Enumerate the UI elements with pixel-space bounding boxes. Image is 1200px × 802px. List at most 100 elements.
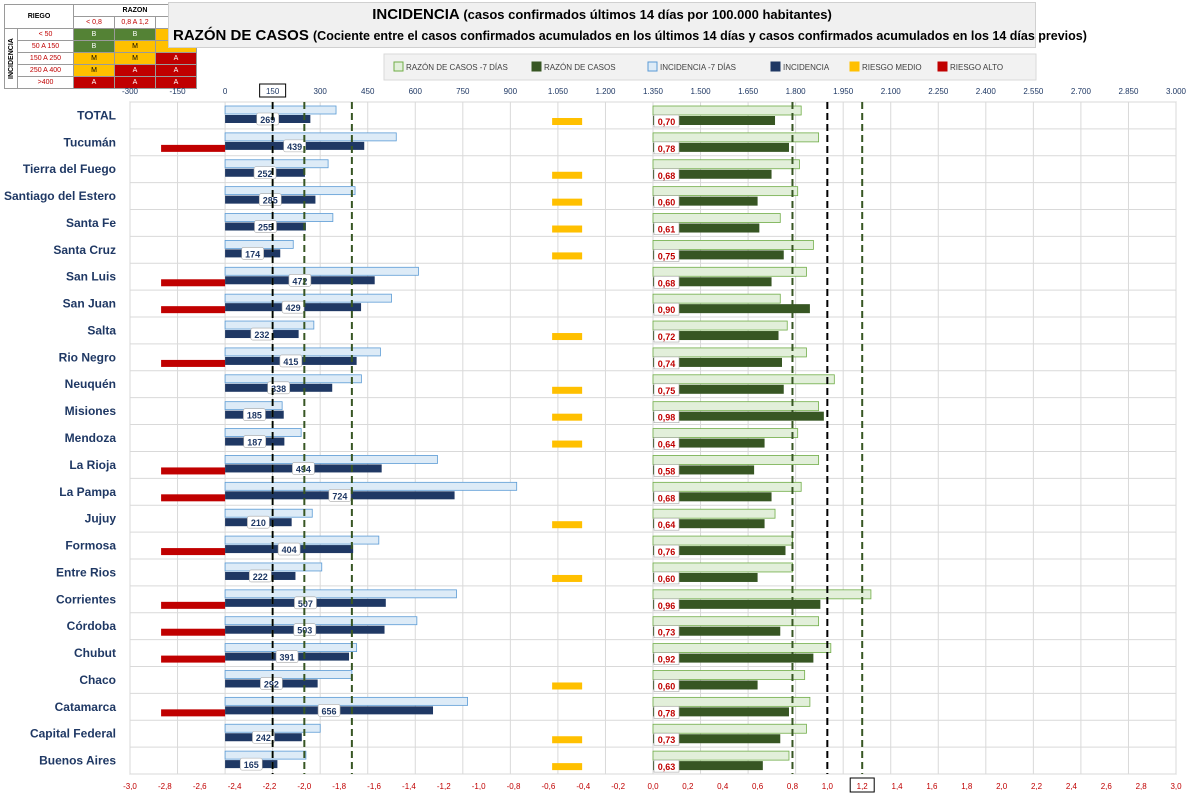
- razon-value-box: [653, 222, 680, 235]
- incidencia-value-box: [328, 489, 352, 502]
- title-razon: RAZÓN DE CASOS (Cociente entre el casos …: [173, 27, 1087, 44]
- legend-swatch: [770, 61, 781, 72]
- riesgo-medio-bar: [552, 333, 583, 341]
- razon-7-bar: [652, 159, 800, 170]
- razon-bar: [653, 707, 789, 717]
- bottom-axis-tick-label: 2,2: [1031, 782, 1043, 791]
- razon-value-label: 0,92: [658, 655, 676, 665]
- incidencia-value-label: 507: [298, 599, 313, 609]
- razon-value-label: 0,64: [658, 440, 676, 450]
- incidencia-value-box: [294, 596, 317, 610]
- risk-cell: B: [73, 40, 115, 53]
- top-axis-tick-label: 600: [409, 87, 423, 96]
- razon-value-box: [653, 437, 680, 450]
- top-axis-tick-label: 2.400: [976, 87, 997, 96]
- razon-value-box: [653, 168, 680, 182]
- incidencia-value-box: [253, 166, 277, 180]
- razon-value-label: 0,75: [658, 386, 676, 396]
- riesgo-alto-bar: [161, 467, 226, 475]
- razon-bar: [653, 304, 810, 314]
- category-label: La Rioja: [69, 458, 116, 472]
- legend-box: [383, 53, 1037, 81]
- top-axis-tick-label: 900: [504, 87, 518, 96]
- category-label: Misiones: [65, 404, 117, 418]
- razon-7-bar: [652, 239, 814, 250]
- razon-value-label: 0,63: [658, 762, 676, 772]
- top-axis-tick-label: 0: [223, 87, 228, 96]
- razon-7-bar: [652, 723, 807, 734]
- incidencia-value-label: 255: [258, 223, 273, 233]
- razon-bar: [653, 438, 765, 448]
- riesgo-alto-bar: [161, 494, 226, 502]
- razon-value-label: 0,70: [658, 117, 676, 127]
- category-label: Formosa: [65, 539, 116, 553]
- legend-label: RIESGO ALTO: [950, 63, 1003, 72]
- category-label: Salta: [87, 323, 116, 337]
- legend-swatch: [531, 61, 542, 72]
- risk-matrix-table: RIEGO RAZON < 0,8 0,8 A 1,2 > 1,2 INCIDE…: [4, 4, 197, 89]
- riesgo-alto-bar: [161, 144, 226, 152]
- riesgo-medio-bar: [552, 682, 583, 690]
- razon-bar: [653, 572, 758, 582]
- bottom-axis-tick-label: 1,6: [926, 782, 938, 791]
- riesgo-medio-bar: [552, 118, 583, 125]
- incidencia-value-label: 165: [244, 760, 259, 770]
- razon-bar: [653, 465, 755, 475]
- incidencia-value-box: [254, 220, 277, 233]
- bottom-axis-tick-label: 2,8: [1136, 782, 1148, 791]
- bottom-axis-tick-label: 0,4: [717, 782, 729, 791]
- incidencia-7-bar: [224, 696, 468, 706]
- razon-bar: [653, 411, 824, 421]
- razon-7-bar: [652, 374, 835, 385]
- incidencia-value-label: 174: [245, 249, 260, 259]
- razon-bar: [653, 142, 789, 152]
- razon-value-box: [653, 517, 680, 531]
- legend-label: RAZÓN DE CASOS: [544, 63, 616, 72]
- top-axis-tick-label: 1.050: [548, 87, 569, 96]
- razon-value-box: [653, 652, 680, 665]
- top-axis-tick-label: -300: [122, 87, 139, 96]
- razon-bar: [653, 653, 814, 663]
- razon-bar: [653, 492, 772, 502]
- bottom-axis-tick-label: -3,0: [123, 782, 137, 791]
- incidencia-value-box: [243, 435, 267, 448]
- title-incidencia-main: INCIDENCIA: [372, 6, 460, 23]
- bottom-axis-tick-label: -1,0: [472, 782, 486, 791]
- razon-bar: [653, 223, 760, 233]
- razon-value-label: 0,68: [658, 171, 676, 181]
- incidencia-value-label: 415: [283, 357, 298, 367]
- incidencia-7-bar: [224, 750, 307, 760]
- incidencia-value-box: [241, 247, 264, 260]
- razon-7-bar: [652, 508, 776, 519]
- razon-value-box: [653, 383, 680, 397]
- legend-swatch: [647, 61, 658, 72]
- incidencia-value-label: 252: [258, 169, 273, 179]
- title-razon-main: RAZÓN DE CASOS: [173, 27, 309, 44]
- top-axis-tick-label: 2.700: [1071, 87, 1092, 96]
- category-label: San Juan: [63, 297, 116, 311]
- top-axis-tick-label: -150: [170, 87, 187, 96]
- razon-value-label: 0,78: [658, 144, 676, 154]
- riesgo-medio-bar: [552, 386, 583, 394]
- razon-bar: [653, 277, 772, 287]
- bottom-axis-tick-label: 1,0: [822, 782, 834, 791]
- risk-cell: A: [114, 76, 156, 89]
- incidencia-value-box: [258, 193, 282, 206]
- incidencia-7-bar: [224, 670, 353, 679]
- top-axis-tick-label: 1.650: [738, 87, 759, 96]
- razon-value-box: [653, 114, 680, 128]
- category-label: Corrientes: [56, 592, 116, 606]
- risk-cell: A: [73, 76, 115, 89]
- razon-value-box: [653, 491, 680, 504]
- razon-value-label: 0,74: [658, 359, 676, 369]
- razon-value-label: 0,90: [658, 305, 676, 315]
- incidencia-value-box: [260, 677, 283, 690]
- razon-value-box: [653, 410, 680, 423]
- category-label: Santa Fe: [66, 216, 116, 230]
- bottom-axis-tick-label: 0,6: [752, 782, 764, 791]
- riesgo-medio-bar: [552, 225, 583, 233]
- category-label: Catamarca: [55, 700, 117, 714]
- razon-7-bar: [652, 535, 793, 546]
- category-label: Tucumán: [64, 135, 116, 149]
- incidencia-7-bar: [224, 186, 356, 196]
